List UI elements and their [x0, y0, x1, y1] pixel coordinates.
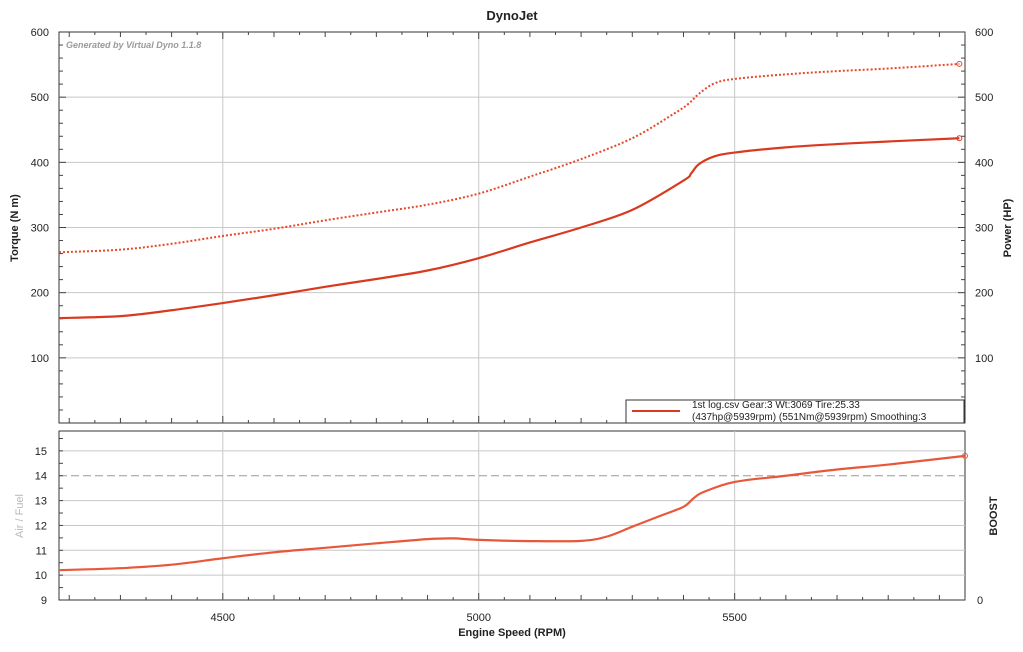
x-tick-label: 4500 [211, 612, 235, 624]
torque-power-panel: 100 100 200 200 300 300 400 400 500 500 600 600 [31, 27, 993, 424]
x-tick-label: 5500 [722, 612, 746, 624]
bottom-series-0 [58, 454, 966, 572]
bottom-y-axis-label: Air / Fuel [14, 494, 26, 538]
top-right-tick-label: 500 [975, 92, 993, 104]
bottom-right-axis-label: BOOST [988, 496, 1000, 535]
top-left-tick-label: 100 [31, 353, 49, 365]
bottom-left-tick-label: 10 [35, 570, 47, 582]
top-left-tick-label: 600 [31, 27, 49, 39]
bottom-left-tick-label: 11 [36, 545, 47, 557]
top-right-tick-label: 300 [975, 223, 993, 235]
bottom-left-tick-label: 9 [41, 595, 47, 607]
air-fuel-panel: 9 10 11 12 13 14 15 0 4500 5000 5500 [35, 430, 983, 624]
bottom-frame [58, 430, 966, 601]
watermark-text: Generated by Virtual Dyno 1.1.8 [66, 40, 201, 50]
top-left-tick-label: 500 [31, 92, 49, 104]
top-y-axis-label: Torque (N m) [9, 194, 21, 262]
top-series-end-1 [956, 135, 963, 142]
x-tick-label: 5000 [466, 612, 490, 624]
top-left-tick-label: 300 [31, 223, 49, 235]
top-series-0 [58, 62, 960, 254]
legend-line2: (437hp@5939rpm) (551Nm@5939rpm) Smoothin… [692, 412, 927, 423]
top-right-tick-label: 600 [975, 27, 993, 39]
bottom-left-tick-label: 12 [35, 520, 47, 532]
top-left-tick-label: 400 [31, 157, 49, 169]
top-right-tick-label: 400 [975, 157, 993, 169]
bottom-series-end-0 [962, 452, 968, 459]
legend-line1: 1st log.csv Gear:3 Wt:3069 Tire:25.33 [692, 400, 860, 411]
chart-title: DynoJet [486, 8, 538, 23]
top-series-end-0 [956, 60, 963, 67]
bottom-left-tick-label: 13 [35, 496, 47, 508]
x-axis-label: Engine Speed (RPM) [458, 627, 566, 639]
top-left-tick-label: 200 [31, 288, 49, 300]
top-series-1 [58, 137, 960, 320]
top-right-tick-label: 100 [975, 353, 993, 365]
bottom-right-tick-label: 0 [977, 595, 983, 607]
bottom-left-tick-label: 15 [35, 446, 47, 458]
legend-box [625, 399, 965, 424]
top-right-axis-label: Power (HP) [1002, 198, 1014, 257]
bottom-left-tick-label: 14 [35, 471, 47, 483]
top-right-tick-label: 200 [975, 288, 993, 300]
legend: 1st log.csv Gear:3 Wt:3069 Tire:25.33 (4… [625, 399, 965, 424]
